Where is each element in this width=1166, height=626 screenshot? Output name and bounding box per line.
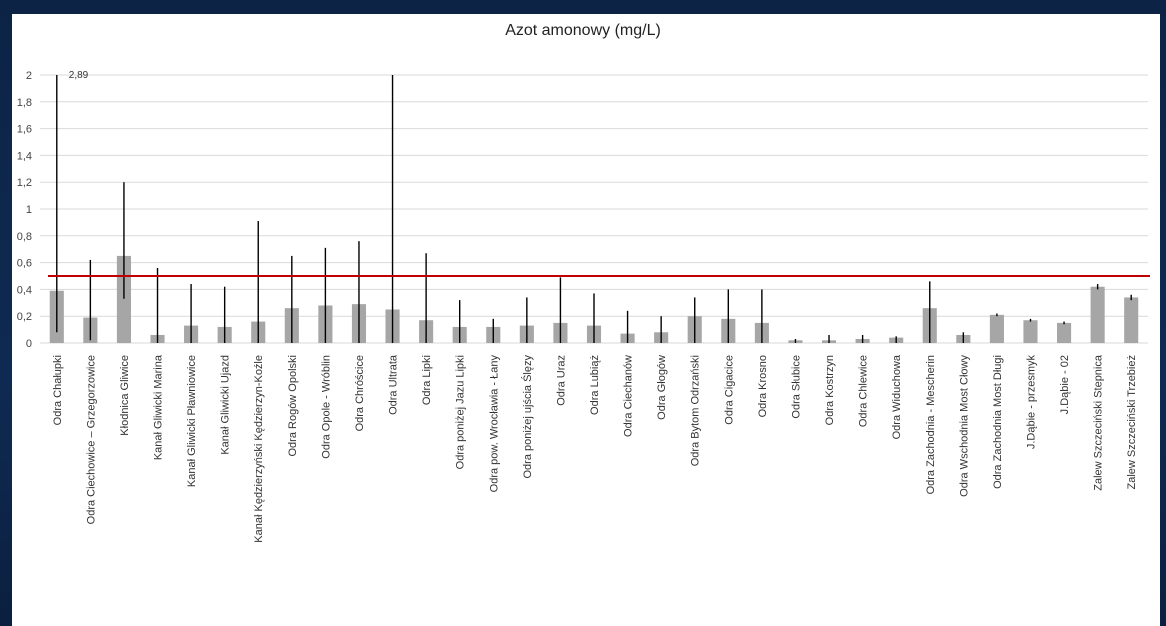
category-label: Odra Głogów [656, 355, 668, 420]
category-label: Odra pow. Wrocławia - Łany [488, 355, 500, 493]
category-label: Odra Krosno [757, 355, 769, 417]
bar [1124, 297, 1139, 343]
gridlines [40, 74, 1148, 344]
category-label: Odra Chlewice [858, 355, 870, 427]
value-annotation: 2,89 [69, 70, 89, 81]
bar [1023, 320, 1038, 343]
y-tick-label: 1,8 [17, 97, 32, 109]
category-label: Odra poniżej ujścia Ślęzy [521, 355, 534, 479]
error-bars [56, 75, 1132, 343]
category-label: J.Dąbie - przesmyk [1025, 355, 1037, 450]
y-tick-label: 0,2 [17, 311, 32, 323]
category-label: Odra Zachodnia - Mescherin [925, 355, 937, 494]
y-tick-label: 1,6 [17, 124, 32, 136]
category-label: Odra Widuchowa [891, 354, 903, 439]
category-label: Odra Ciechanów [623, 355, 635, 437]
chart-title: Azot amonowy (mg/L) [505, 22, 661, 39]
category-label: Odra poniżej Jazu Lipki [455, 355, 467, 469]
category-label: Odra Bytom Odrzański [690, 355, 702, 466]
bars [49, 255, 1139, 343]
category-label: Odra Ultrata [388, 354, 400, 415]
category-label: Odra Wschodnia Most Cłowy [958, 355, 970, 497]
bar [1090, 286, 1105, 343]
category-label: Odra Opole - Wróblin [320, 355, 332, 459]
x-axis-labels: Odra Chałupki Odra Ciechowice – Grzegorzo… [52, 354, 1138, 543]
category-label: Kanał Gliwicki Ujazd [220, 355, 232, 455]
y-tick-label: 1,4 [17, 150, 32, 162]
bar [1057, 322, 1072, 343]
category-label: Kanał Gliwicki Pławniowice [186, 355, 198, 487]
category-label: Odra Cigacice [723, 355, 735, 425]
y-tick-label: 0,8 [17, 231, 32, 243]
category-label: Odra Chałupki [52, 355, 64, 425]
category-label: Zalew Szczeciński Trzebież [1126, 355, 1138, 490]
category-label: Kanał Kędzierzyński Kędzierzyn-Koźle [253, 355, 265, 543]
category-label: Kanał Gliwicki Marina [153, 354, 165, 460]
category-label: Odra Słubice [790, 355, 802, 419]
annotations: 2,89 [69, 70, 89, 81]
chart-panel [12, 14, 1160, 626]
y-axis-ticks: 0 0,2 0,4 0,6 0,8 1 1,2 1,4 1,6 1,8 2 [17, 70, 32, 350]
category-label: Kłodnica Gliwice [119, 355, 131, 436]
category-label: Odra Chróścice [354, 355, 366, 431]
category-label: Odra Lipki [421, 355, 433, 405]
y-tick-label: 0,6 [17, 258, 32, 270]
category-label: Zalew Szczeciński Stepnica [1093, 354, 1105, 491]
y-tick-label: 0,4 [17, 284, 32, 296]
y-tick-label: 1,2 [17, 177, 32, 189]
category-label: J.Dąbie - 02 [1059, 355, 1071, 414]
category-label: Odra Zachodnia Most Długi [992, 355, 1004, 489]
bar [989, 314, 1004, 343]
bar [116, 255, 131, 343]
category-label: Odra Ciechowice – Grzegorzowice [85, 355, 97, 524]
y-tick-label: 2 [26, 70, 32, 82]
category-label: Odra Lubiąż [589, 355, 601, 415]
category-label: Odra Kostrzyn [824, 355, 836, 425]
category-label: Odra Rogów Opolski [287, 355, 299, 457]
category-label: Odra Uraz [555, 355, 567, 406]
y-tick-label: 1 [26, 204, 32, 216]
y-tick-label: 0 [26, 338, 32, 350]
